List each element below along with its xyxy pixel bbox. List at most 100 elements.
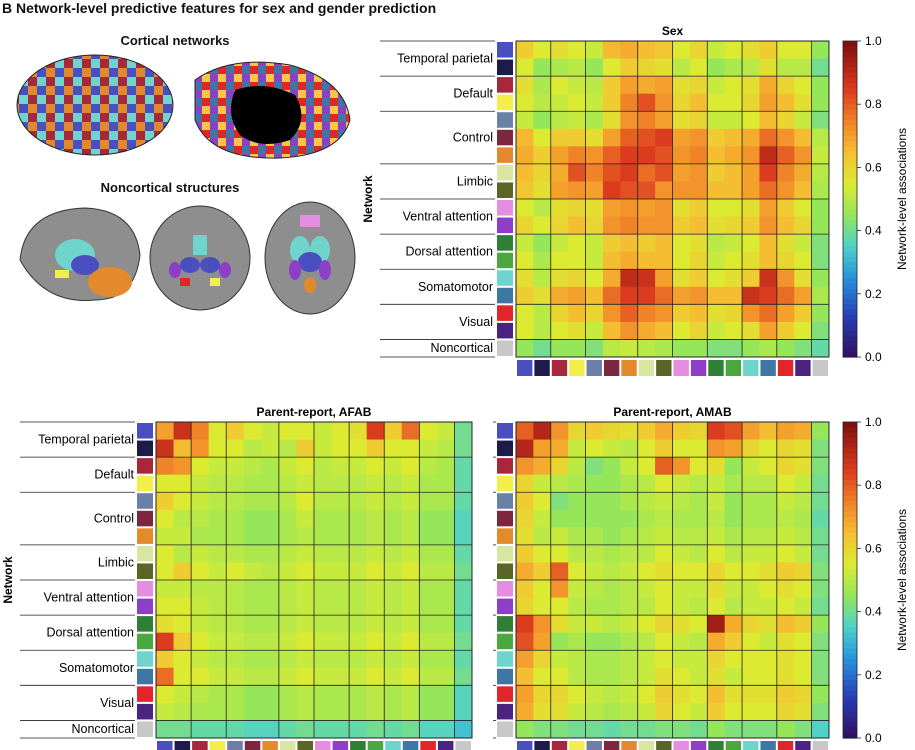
network-color-swatch	[137, 598, 153, 615]
heatmap-cell	[533, 234, 552, 253]
heatmap-cell	[226, 650, 245, 669]
heatmap-cell	[655, 339, 673, 358]
heatmap-cell	[672, 474, 691, 493]
heatmap-cell	[550, 527, 569, 546]
heatmap-cell	[454, 667, 473, 686]
heatmap-cell	[759, 702, 778, 721]
heatmap-cell	[742, 439, 760, 458]
heatmap-cell	[533, 632, 552, 651]
heatmap-cell	[776, 457, 795, 476]
network-color-swatch	[137, 651, 153, 667]
colorbar-segment	[843, 188, 857, 195]
heatmap-cell	[533, 181, 552, 200]
heatmap-cell	[742, 199, 760, 217]
network-color-swatch	[497, 340, 513, 356]
heatmap-cell	[156, 474, 174, 493]
network-color-swatch	[227, 741, 243, 750]
heatmap-cell	[620, 41, 639, 59]
heatmap-cell	[419, 439, 438, 458]
heatmap-cell	[776, 269, 795, 288]
heatmap-cell	[568, 562, 586, 581]
heatmap-cell	[776, 667, 795, 686]
heatmap-cell	[655, 597, 673, 616]
heatmap-cell	[811, 41, 830, 59]
heatmap-cell	[620, 492, 639, 511]
heatmap-cell	[568, 199, 586, 217]
heatmap-cell	[401, 632, 420, 651]
colorbar-segment	[843, 727, 857, 734]
colorbar-segment	[843, 453, 857, 460]
network-color-swatch	[192, 741, 208, 750]
heatmap-cell	[550, 111, 569, 130]
heatmap-cell	[366, 439, 385, 458]
colorbar-segment	[843, 320, 857, 326]
heatmap-cell	[156, 422, 174, 440]
heatmap-cell	[742, 650, 760, 669]
heatmap-cell	[637, 597, 656, 616]
heatmap-cell	[384, 509, 403, 528]
heatmap-cell	[707, 457, 726, 476]
colorbar-segment	[843, 706, 857, 713]
heatmap-cell	[602, 650, 621, 669]
heatmap-cell	[550, 251, 569, 270]
heatmap-cell	[759, 615, 778, 634]
heatmap-cell	[568, 474, 586, 493]
heatmap-cell	[776, 597, 795, 616]
network-color-swatch	[673, 741, 689, 750]
heatmap-cell	[707, 615, 726, 634]
heatmap-cell	[261, 667, 280, 686]
heatmap-cell	[620, 702, 639, 721]
network-color-swatch	[367, 741, 384, 750]
heatmap-cell	[794, 41, 813, 59]
colorbar-segment	[843, 653, 857, 660]
heatmap-cell	[226, 474, 245, 493]
heatmap-cell	[550, 580, 569, 598]
heatmap-cell	[672, 492, 691, 511]
heatmap-cell	[349, 439, 368, 458]
colorbar-segment	[843, 606, 857, 613]
network-color-swatch	[497, 252, 513, 269]
colorbar-segment	[843, 93, 857, 100]
heatmap-cell	[759, 93, 778, 112]
network-color-swatch	[332, 741, 349, 750]
colorbar-segment	[843, 448, 857, 455]
heatmap-cell	[811, 720, 830, 739]
heatmap-cell	[776, 216, 795, 235]
network-color-swatch	[795, 741, 811, 750]
heatmap-cell	[401, 562, 420, 581]
colorbar-segment	[843, 351, 857, 358]
heatmap-cell	[401, 544, 420, 563]
heatmap-cell	[585, 128, 604, 147]
heatmap-cell	[384, 492, 403, 511]
heatmap-cell	[568, 251, 586, 270]
heatmap-cell	[516, 234, 534, 253]
heatmap-cell	[331, 474, 350, 493]
heatmap-cell	[811, 597, 830, 616]
heatmap-cell	[759, 321, 778, 340]
heatmap-cell	[724, 509, 743, 528]
heatmap-cell	[794, 509, 813, 528]
colorbar-segment	[843, 732, 857, 739]
network-color-swatch	[497, 287, 513, 304]
heatmap-cell	[585, 527, 604, 546]
heatmap-cell	[776, 58, 795, 77]
heatmap-cell	[776, 650, 795, 669]
heatmap-cell	[366, 544, 385, 563]
heatmap-cell	[349, 615, 368, 634]
heatmap-cell	[811, 199, 830, 217]
network-color-swatch	[534, 360, 550, 376]
heatmap-cell	[516, 58, 534, 77]
heatmap-cell	[454, 527, 473, 546]
heatmap-cell	[278, 474, 297, 493]
heatmap-cell	[314, 562, 332, 581]
heatmap-cell	[533, 422, 552, 440]
heatmap-cell	[516, 685, 534, 704]
heatmap-cell	[637, 439, 656, 458]
network-color-swatch	[497, 686, 513, 702]
heatmap-cell	[261, 580, 280, 598]
heatmap-cell	[655, 181, 673, 200]
heatmap-cell	[742, 527, 760, 546]
heatmap-cell	[707, 304, 726, 323]
heatmap-cell	[550, 509, 569, 528]
heatmap-cell	[637, 234, 656, 253]
